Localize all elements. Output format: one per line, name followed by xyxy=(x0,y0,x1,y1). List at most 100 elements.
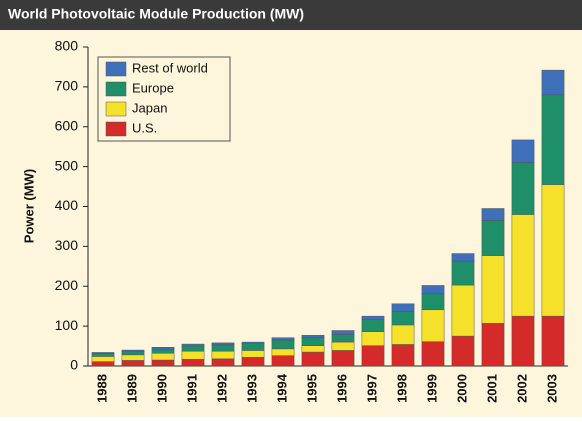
x-tick-label: 1991 xyxy=(184,374,199,403)
bar-segment xyxy=(121,360,145,367)
bar-segment xyxy=(181,358,205,367)
bar-segment xyxy=(481,208,505,221)
bar-segment xyxy=(301,351,325,367)
bar-segment xyxy=(241,356,265,367)
bar-segment xyxy=(391,324,415,345)
bar-segment xyxy=(91,361,115,367)
x-tick-label: 1999 xyxy=(424,374,439,403)
bar-segment xyxy=(91,353,115,357)
x-tick-label: 1993 xyxy=(244,374,259,403)
bar-segment xyxy=(121,351,145,356)
bar-segment xyxy=(241,343,265,351)
bar-segment xyxy=(361,331,385,346)
bar-segment xyxy=(481,220,505,256)
legend-swatch xyxy=(105,81,127,97)
bar-segment xyxy=(181,345,205,352)
legend-swatch xyxy=(105,61,127,77)
legend-label: Japan xyxy=(132,100,167,115)
legend-label: Rest of world xyxy=(132,60,208,75)
bar-segment xyxy=(151,349,175,354)
bar-segment xyxy=(331,330,355,335)
bar-segment xyxy=(241,350,265,358)
x-tick-label: 1995 xyxy=(304,374,319,403)
y-axis-label: Power (MW) xyxy=(21,169,36,243)
x-tick-label: 1992 xyxy=(214,374,229,403)
legend-swatch xyxy=(105,101,127,117)
bar-segment xyxy=(421,309,445,342)
bar-segment xyxy=(541,94,565,185)
bar-segment xyxy=(121,349,145,352)
bar-segment xyxy=(301,345,325,353)
bar-segment xyxy=(451,284,475,337)
x-tick-label: 2000 xyxy=(454,374,469,403)
bar-segment xyxy=(421,285,445,295)
x-tick-label: 1998 xyxy=(394,374,409,403)
bar-segment xyxy=(391,311,415,326)
bar-segment xyxy=(211,342,235,346)
bar-segment xyxy=(211,358,235,367)
bar-segment xyxy=(511,214,535,317)
bar-segment xyxy=(541,69,565,96)
bar-segment xyxy=(301,337,325,346)
bar-segment xyxy=(451,253,475,262)
y-tick-label: 400 xyxy=(55,197,79,213)
bar-segment xyxy=(91,352,115,354)
bar-segment xyxy=(511,162,535,215)
bar-segment xyxy=(271,348,295,356)
x-tick-label: 2001 xyxy=(484,374,499,403)
bar-segment xyxy=(331,341,355,351)
y-tick-label: 700 xyxy=(55,78,79,94)
y-tick-label: 500 xyxy=(55,157,79,173)
bar-segment xyxy=(481,255,505,324)
x-tick-label: 2002 xyxy=(514,374,529,403)
x-tick-label: 1997 xyxy=(364,374,379,403)
bar-segment xyxy=(361,345,385,367)
bar-segment xyxy=(271,339,295,350)
bar-segment xyxy=(331,350,355,367)
x-tick-label: 1994 xyxy=(274,373,289,403)
bar-segment xyxy=(181,343,205,347)
bar-segment xyxy=(361,315,385,320)
legend-label: U.S. xyxy=(132,120,157,135)
bar-segment xyxy=(541,315,565,367)
bar-segment xyxy=(511,139,535,163)
bar-segment xyxy=(241,341,265,344)
bar-segment xyxy=(331,334,355,343)
bar-segment xyxy=(361,319,385,332)
y-tick-label: 100 xyxy=(55,317,79,333)
bar-segment xyxy=(271,337,295,341)
bar-segment xyxy=(151,352,175,361)
chart-title: World Photovoltaic Module Production (MW… xyxy=(8,6,304,22)
bar-segment xyxy=(151,359,175,367)
x-tick-label: 2003 xyxy=(544,374,559,403)
y-tick-label: 0 xyxy=(70,357,78,373)
bar-segment xyxy=(391,344,415,367)
bar-segment xyxy=(541,184,565,317)
bar-segment xyxy=(421,293,445,311)
bar-segment xyxy=(91,356,115,362)
legend-label: Europe xyxy=(132,80,174,95)
legend-swatch xyxy=(105,121,127,137)
y-tick-label: 300 xyxy=(55,237,79,253)
bar-segment xyxy=(121,354,145,361)
y-tick-label: 800 xyxy=(55,38,79,54)
bar-segment xyxy=(151,347,175,350)
x-tick-label: 1996 xyxy=(334,374,349,403)
title-bar xyxy=(0,0,582,30)
x-tick-label: 1990 xyxy=(154,374,169,403)
bar-segment xyxy=(451,260,475,286)
bar-segment xyxy=(451,335,475,367)
bar-segment xyxy=(271,355,295,367)
bar-segment xyxy=(481,323,505,367)
bar-segment xyxy=(301,335,325,338)
y-tick-label: 200 xyxy=(55,277,79,293)
bar-segment xyxy=(421,341,445,367)
x-tick-label: 1988 xyxy=(94,374,109,403)
bar-segment xyxy=(181,350,205,360)
x-tick-label: 1989 xyxy=(124,374,139,403)
bar-segment xyxy=(211,344,235,352)
y-tick-label: 600 xyxy=(55,117,79,133)
bar-segment xyxy=(511,315,535,367)
bar-segment xyxy=(391,303,415,312)
